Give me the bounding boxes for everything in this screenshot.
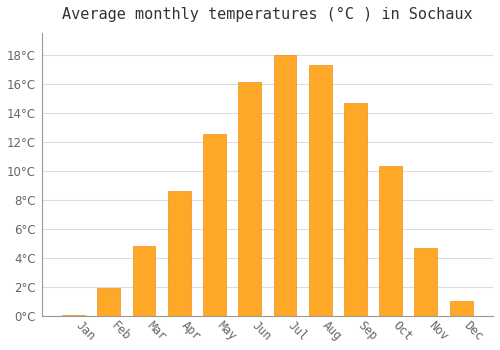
Bar	[62, 315, 85, 316]
Bar	[308, 65, 332, 316]
Bar	[238, 82, 261, 316]
Title: Average monthly temperatures (°C ) in Sochaux: Average monthly temperatures (°C ) in So…	[62, 7, 472, 22]
Bar	[98, 288, 120, 316]
Bar	[168, 191, 190, 316]
Bar	[274, 55, 296, 316]
Bar	[414, 248, 438, 316]
Bar	[132, 246, 156, 316]
Bar	[450, 301, 472, 316]
Bar	[379, 166, 402, 316]
Bar	[203, 134, 226, 316]
Bar	[344, 103, 367, 316]
